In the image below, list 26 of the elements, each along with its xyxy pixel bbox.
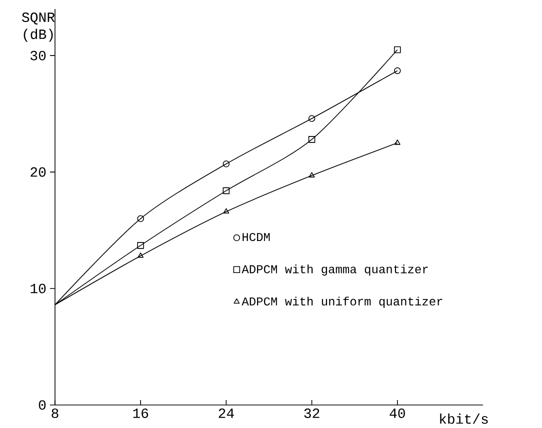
legend-label: ADPCM with uniform quantizer bbox=[242, 296, 442, 308]
point bbox=[138, 252, 144, 258]
x-tick-label: 24 bbox=[218, 408, 234, 418]
y-axis-title: SQNR (dB) bbox=[22, 12, 55, 42]
legend-label: ADPCM with gamma quantizer bbox=[242, 264, 428, 276]
point bbox=[222, 160, 230, 168]
point bbox=[394, 46, 401, 54]
point bbox=[394, 67, 401, 74]
point bbox=[308, 136, 316, 143]
point bbox=[308, 115, 316, 122]
y-tick-label: 10 bbox=[30, 284, 46, 294]
point bbox=[223, 208, 230, 214]
point bbox=[222, 187, 230, 194]
point bbox=[394, 140, 400, 145]
point bbox=[308, 172, 315, 178]
y-tick-label: 30 bbox=[30, 50, 46, 60]
x-tick-label: 8 bbox=[52, 408, 58, 418]
legend-label: HCDM bbox=[242, 232, 270, 242]
x-tick-label: 16 bbox=[133, 408, 148, 418]
y-tick-label: 0 bbox=[38, 400, 46, 410]
point bbox=[137, 215, 144, 222]
x-axis-title: kbit/s bbox=[440, 414, 488, 424]
point bbox=[137, 242, 144, 249]
x-tick-label: 40 bbox=[390, 408, 405, 418]
x-tick-label: 32 bbox=[304, 408, 320, 418]
y-tick-label: 20 bbox=[30, 167, 46, 177]
